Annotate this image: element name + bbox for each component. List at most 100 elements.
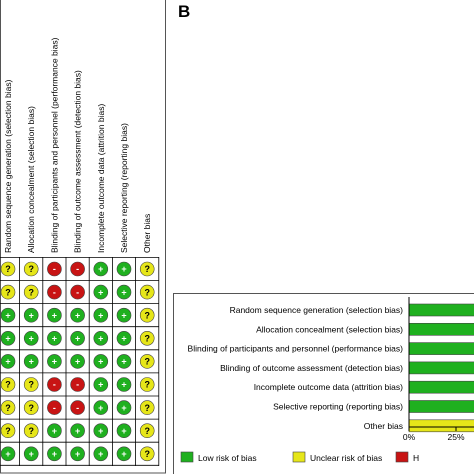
judgement-circle bbox=[93, 261, 109, 277]
judgement-circle bbox=[70, 261, 85, 277]
judgement-circle bbox=[93, 307, 109, 323]
domain-header-label: Blinding of outcome assessment (detectio… bbox=[73, 70, 83, 253]
bar-segment bbox=[408, 419, 474, 433]
panel-a-frame bbox=[0, 0, 166, 474]
judgement-symbol: + bbox=[52, 426, 57, 436]
legend-label: Low risk of bias bbox=[198, 453, 257, 463]
judgement-circle bbox=[93, 400, 109, 415]
judgement-circle bbox=[116, 307, 132, 323]
judgement-circle bbox=[139, 446, 155, 462]
judgement-circle bbox=[93, 377, 109, 392]
judgement-symbol: ? bbox=[28, 426, 34, 436]
judgement-symbol: ? bbox=[144, 380, 150, 390]
judgement-symbol: + bbox=[5, 310, 10, 320]
panel-b-frame bbox=[173, 293, 474, 474]
judgement-circle bbox=[47, 261, 62, 277]
domain-header-label: Blinding of participants and personnel (… bbox=[49, 37, 59, 253]
judgement-circle bbox=[0, 307, 16, 323]
bar-category-label: Selective reporting (reporting bias) bbox=[273, 402, 403, 412]
judgement-symbol: + bbox=[98, 334, 103, 344]
judgement-circle bbox=[93, 446, 109, 462]
judgement-symbol: ? bbox=[144, 310, 150, 320]
domain-header-label: Incomplete outcome data (attrition bias) bbox=[96, 104, 106, 253]
judgement-symbol: ? bbox=[5, 403, 11, 413]
judgement-circle bbox=[139, 400, 155, 415]
judgement-circle bbox=[0, 423, 16, 439]
judgement-symbol: ? bbox=[144, 426, 150, 436]
legend-label: Unclear risk of bias bbox=[310, 453, 382, 463]
judgement-symbol: + bbox=[29, 449, 34, 459]
judgement-circle bbox=[116, 354, 132, 369]
judgement-circle bbox=[139, 330, 155, 346]
judgement-symbol: + bbox=[75, 426, 80, 436]
judgement-circle bbox=[0, 284, 16, 300]
legend-swatch bbox=[292, 451, 306, 463]
judgement-symbol: ? bbox=[144, 449, 150, 459]
judgement-circle bbox=[70, 330, 85, 346]
judgement-circle bbox=[70, 307, 85, 323]
judgement-circle bbox=[23, 307, 39, 323]
judgement-circle bbox=[0, 261, 16, 277]
judgement-symbol: - bbox=[53, 380, 56, 390]
judgement-circle bbox=[70, 377, 85, 392]
judgement-symbol: + bbox=[75, 357, 80, 367]
judgement-symbol: ? bbox=[5, 426, 11, 436]
judgement-symbol: + bbox=[29, 334, 34, 344]
domain-header-label: Random sequence generation (selection bi… bbox=[3, 79, 13, 253]
judgement-symbol: + bbox=[121, 449, 126, 459]
judgement-symbol: ? bbox=[144, 287, 150, 297]
judgement-circle bbox=[116, 284, 132, 300]
judgement-symbol: + bbox=[121, 264, 126, 274]
judgement-circle bbox=[47, 423, 62, 439]
judgement-symbol: - bbox=[53, 264, 56, 274]
judgement-symbol: + bbox=[52, 357, 57, 367]
judgement-symbol: + bbox=[121, 287, 126, 297]
judgement-symbol: - bbox=[76, 403, 79, 413]
judgement-circle bbox=[139, 307, 155, 323]
judgement-circle bbox=[23, 423, 39, 439]
judgement-symbol: ? bbox=[28, 287, 34, 297]
bar-category-label: Random sequence generation (selection bi… bbox=[230, 305, 404, 315]
judgement-symbol: + bbox=[75, 449, 80, 459]
judgement-circle bbox=[116, 261, 132, 277]
judgement-circle bbox=[0, 354, 16, 369]
judgement-circle bbox=[23, 261, 39, 277]
judgement-symbol: + bbox=[98, 426, 103, 436]
x-axis-ticks: 0% 25% bbox=[403, 427, 465, 442]
judgement-circle bbox=[93, 354, 109, 369]
bar-segment bbox=[408, 342, 474, 355]
judgement-symbol: ? bbox=[144, 357, 150, 367]
legend-label: H bbox=[413, 453, 419, 463]
judgement-symbol: - bbox=[76, 264, 79, 274]
judgement-symbol: - bbox=[76, 287, 79, 297]
judgement-circle bbox=[139, 284, 155, 300]
legend-swatch bbox=[180, 451, 194, 463]
judgement-circle bbox=[23, 377, 39, 392]
judgement-symbol: + bbox=[121, 380, 126, 390]
judgement-circle bbox=[47, 446, 62, 462]
judgement-symbol: + bbox=[121, 426, 126, 436]
judgement-circle bbox=[70, 446, 85, 462]
judgement-symbol: + bbox=[98, 310, 103, 320]
bar-segment bbox=[408, 361, 474, 375]
judgement-symbol: - bbox=[53, 403, 56, 413]
bar-category-labels: Random sequence generation (selection bi… bbox=[188, 305, 404, 431]
judgement-symbol: + bbox=[75, 334, 80, 344]
judgement-symbol: + bbox=[29, 357, 34, 367]
domain-header-label: Other bias bbox=[142, 214, 152, 253]
judgement-circle bbox=[47, 400, 62, 415]
judgement-circle bbox=[93, 284, 109, 300]
panel-b-label: B bbox=[178, 2, 190, 21]
judgement-circle bbox=[0, 446, 16, 462]
judgement-symbol: ? bbox=[28, 264, 34, 274]
judgement-circle bbox=[139, 354, 155, 369]
legend-swatch bbox=[395, 451, 409, 463]
judgement-symbol: + bbox=[5, 449, 10, 459]
judgement-circle bbox=[47, 307, 62, 323]
judgement-circle bbox=[93, 330, 109, 346]
judgement-symbol: ? bbox=[5, 380, 11, 390]
judgement-circle bbox=[70, 284, 85, 300]
judgement-symbol: ? bbox=[5, 287, 11, 297]
judgement-circle bbox=[23, 354, 39, 369]
bar-segment bbox=[408, 322, 474, 336]
